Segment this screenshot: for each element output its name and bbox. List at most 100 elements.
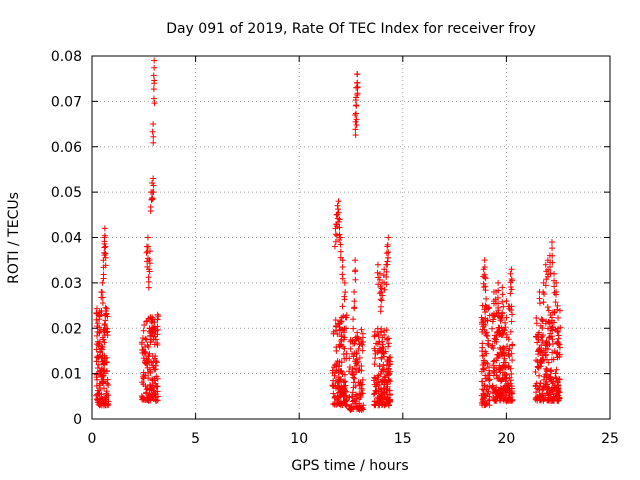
data-point (506, 345, 513, 352)
data-point (484, 317, 491, 324)
data-point (493, 395, 500, 402)
data-point (499, 298, 506, 305)
data-point (99, 300, 106, 307)
data-point (356, 390, 363, 397)
data-point (545, 307, 552, 314)
data-point (98, 367, 105, 374)
data-point (376, 363, 383, 370)
data-point (371, 390, 378, 397)
data-point (352, 132, 359, 139)
data-point (97, 380, 104, 387)
data-point (540, 385, 547, 392)
data-point (383, 385, 390, 392)
data-point (508, 277, 515, 284)
data-point (97, 370, 104, 377)
data-point (335, 198, 342, 205)
data-point (357, 379, 364, 386)
data-point (94, 364, 101, 371)
data-point (101, 252, 108, 259)
data-point (356, 341, 363, 348)
data-point (555, 332, 562, 339)
data-point (102, 243, 109, 250)
data-point (555, 325, 562, 332)
data-point (508, 266, 515, 273)
data-point (552, 374, 559, 381)
data-point (150, 139, 157, 146)
data-point (339, 275, 346, 282)
data-point (99, 373, 106, 380)
data-point (151, 64, 158, 71)
data-point (501, 386, 508, 393)
data-point (548, 314, 555, 321)
data-point (337, 234, 344, 241)
data-point (493, 329, 500, 336)
data-point (349, 371, 356, 378)
data-point (554, 302, 561, 309)
data-point (546, 341, 553, 348)
y-axis-label: ROTI / TECUs (6, 192, 22, 284)
data-point (371, 328, 378, 335)
data-point (144, 258, 151, 265)
data-point (555, 314, 562, 321)
data-point (339, 264, 346, 271)
data-point (371, 361, 378, 368)
data-point (330, 401, 337, 408)
data-point (151, 100, 158, 107)
data-point (484, 333, 491, 340)
data-point (102, 254, 109, 261)
data-point (98, 391, 105, 398)
data-point (378, 393, 385, 400)
data-point (356, 366, 363, 373)
data-point (385, 234, 392, 241)
data-point (101, 238, 108, 245)
data-point (550, 378, 557, 385)
data-point (358, 386, 365, 393)
data-point (491, 335, 498, 342)
data-point (381, 373, 388, 380)
data-point (343, 312, 350, 319)
data-point (330, 390, 337, 397)
data-point (331, 243, 338, 250)
x-tick-label: 0 (88, 431, 97, 447)
data-point (485, 342, 492, 349)
data-point (533, 380, 540, 387)
data-point (486, 364, 493, 371)
data-point (485, 397, 492, 404)
data-point (538, 333, 545, 340)
data-point (96, 338, 103, 345)
data-point (383, 273, 390, 280)
data-point (547, 367, 554, 374)
data-point (501, 327, 508, 334)
data-point (546, 263, 553, 270)
data-point (334, 400, 341, 407)
axis-ticks: 0 5 10 15 20 25 0 0.01 0.02 0.03 0.04 0.05 0.06 0.07 0… (51, 49, 619, 447)
data-point (508, 307, 515, 314)
data-point (351, 365, 358, 372)
data-point (335, 209, 342, 216)
data-point (152, 353, 159, 360)
data-point (101, 339, 108, 346)
data-point (353, 102, 360, 109)
data-point (142, 383, 149, 390)
data-point (377, 296, 384, 303)
data-point (340, 351, 347, 358)
data-point (372, 375, 379, 382)
data-point (481, 326, 488, 333)
data-point (346, 364, 353, 371)
data-point (493, 372, 500, 379)
data-point (352, 257, 359, 264)
data-point (149, 382, 156, 389)
data-point (544, 273, 551, 280)
data-point (480, 360, 487, 367)
data-point (145, 343, 152, 350)
data-point (377, 270, 384, 277)
data-point (488, 343, 495, 350)
data-point (147, 208, 154, 215)
data-point (100, 275, 107, 282)
data-point (96, 309, 103, 316)
data-point (556, 376, 563, 383)
data-point (499, 376, 506, 383)
data-point (543, 338, 550, 345)
data-point (505, 389, 512, 396)
